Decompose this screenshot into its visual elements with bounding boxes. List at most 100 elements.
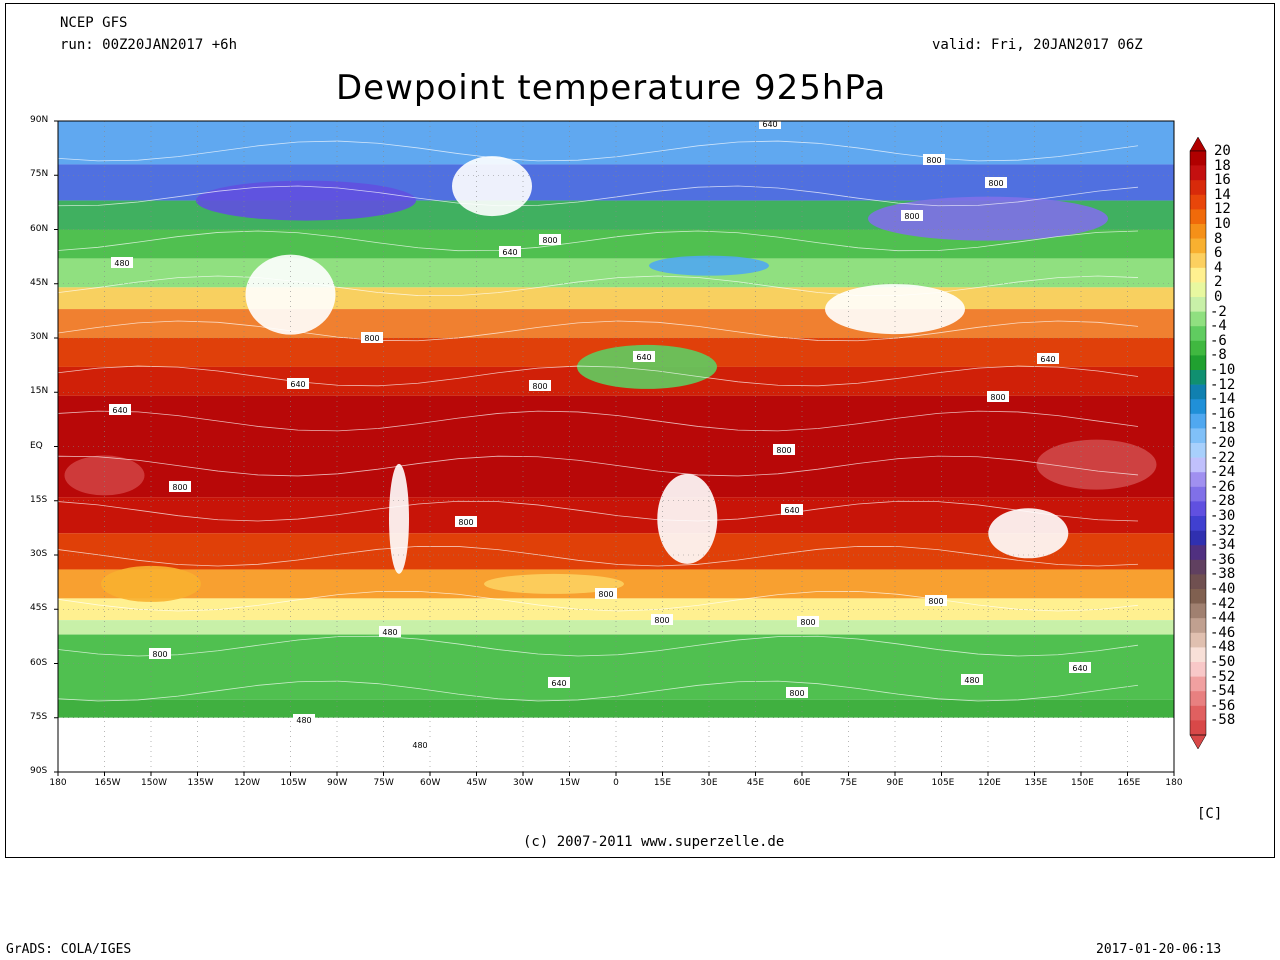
colorbar-swatch [1190,370,1206,385]
colorbar-swatch [1190,647,1206,663]
colorbar-swatch [1190,559,1206,575]
contour-label: 480 [114,259,129,268]
colorbar-swatch [1190,530,1206,546]
contour-label: 640 [551,679,566,688]
colorbar-label: -42 [1210,595,1236,612]
contour-label: 800 [152,650,167,659]
contour-label: 640 [1072,664,1087,673]
colorbar-swatch [1190,443,1206,458]
lat-tick-label: 45S [30,603,48,614]
colorbar-swatch [1190,662,1206,677]
colorbar-swatch [1190,413,1206,429]
lon-tick-label: 15E [653,778,672,788]
colorbar-swatch [1190,632,1206,648]
colorbar-label: -46 [1210,624,1236,641]
colorbar-label: -4 [1210,318,1227,335]
run-info: run: 00Z20JAN2017 +6h [60,37,238,53]
colorbar-swatch [1190,472,1206,488]
lat-tick-label: 90S [30,766,48,776]
lon-tick-label: 15W [559,778,580,788]
colorbar-label: 4 [1214,259,1223,276]
contour-label: 800 [364,334,379,343]
colorbar-swatch [1190,165,1206,181]
lat-tick-label: 45N [30,277,49,288]
colorbar-label: -16 [1210,405,1236,422]
lon-tick-label: 75W [373,778,394,788]
contour-label: 800 [904,212,919,221]
colorbar-label: -40 [1210,581,1236,597]
colorbar-label: 6 [1214,245,1223,262]
colorbar-label: -58 [1210,712,1236,729]
colorbar-swatch [1190,355,1206,371]
colorbar-swatch [1190,253,1206,269]
contour-label: 640 [636,353,651,362]
colorbar-swatch [1190,224,1206,239]
lon-tick-label: 165E [1117,778,1141,788]
colorbar-swatch [1190,282,1206,298]
colorbar-swatch [1190,326,1206,342]
lat-tick-label: 15S [30,494,48,505]
colorbar-label: -6 [1210,332,1227,349]
lon-tick-label: 60W [420,778,441,788]
contour-label: 800 [532,382,547,391]
colorbar-label: -30 [1210,508,1236,524]
colorbar-swatch [1190,705,1206,721]
field-layer [58,121,1174,772]
plot-frame [5,3,1275,858]
colorbar-label: -2 [1210,303,1227,320]
colorbar-label: -8 [1210,347,1227,364]
colorbar-swatch [1190,486,1206,502]
lat-tick-label: 30N [30,332,49,342]
colorbar-label: 10 [1214,216,1231,232]
colorbar-label: -56 [1210,697,1236,714]
lat-tick-label: EQ [30,440,43,451]
timestamp: 2017-01-20-06:13 [1096,942,1222,957]
colorbar-label: -22 [1210,449,1236,466]
lon-tick-label: 45W [466,778,487,788]
valid-time: valid: Fri, 20JAN2017 06Z [932,37,1143,53]
lat-tick-label: 60N [30,223,49,234]
colorbar-label: 14 [1214,186,1231,203]
model-name: NCEP GFS [60,15,128,31]
contour-label: 800 [800,618,815,627]
colorbar-label: 8 [1214,230,1223,247]
colorbar-swatch [1190,180,1206,196]
colorbar-label: -48 [1210,639,1236,656]
contour-label: 640 [762,120,777,129]
lon-tick-label: 180 [49,778,67,788]
lon-tick-label: 75E [839,778,858,788]
lat-tick-label: 75S [30,711,48,722]
colorbar-label: 20 [1214,143,1231,159]
contour-label: 800 [789,689,804,698]
colorbar-label: 0 [1214,289,1223,305]
colorbar-label: -36 [1210,551,1236,568]
colorbar-label: -50 [1210,654,1236,670]
contour-label: 640 [502,248,517,257]
colorbar-label: 18 [1214,157,1231,174]
lon-tick-label: 105E [931,778,955,788]
colorbar-swatch [1190,676,1206,692]
colorbar-swatch [1190,209,1206,225]
contour-label: 640 [1040,355,1055,364]
colorbar-label: 16 [1214,172,1231,189]
contour-label: 800 [172,483,187,492]
contour-label: 480 [382,628,397,637]
colorbar-swatch [1190,151,1206,166]
contour-label: 640 [784,506,799,515]
lat-tick-label: 30S [30,549,48,559]
contour-label: 480 [412,741,427,750]
colorbar-label: -10 [1210,362,1236,378]
colorbar-swatch [1190,545,1206,561]
lon-tick-label: 45E [746,778,765,788]
lon-tick-label: 150E [1071,778,1094,788]
lon-tick-label: 30W [513,778,534,788]
lon-tick-label: 120E [978,778,1001,788]
lon-tick-label: 90E [886,778,904,788]
colorbar-swatch [1190,297,1206,312]
colorbar-label: -52 [1210,668,1236,685]
contour-label: 800 [990,393,1005,402]
colorbar-swatch [1190,589,1206,604]
lat-tick-label: 60S [30,657,48,668]
colorbar-swatch [1190,720,1206,736]
lon-tick-label: 90W [327,778,348,788]
